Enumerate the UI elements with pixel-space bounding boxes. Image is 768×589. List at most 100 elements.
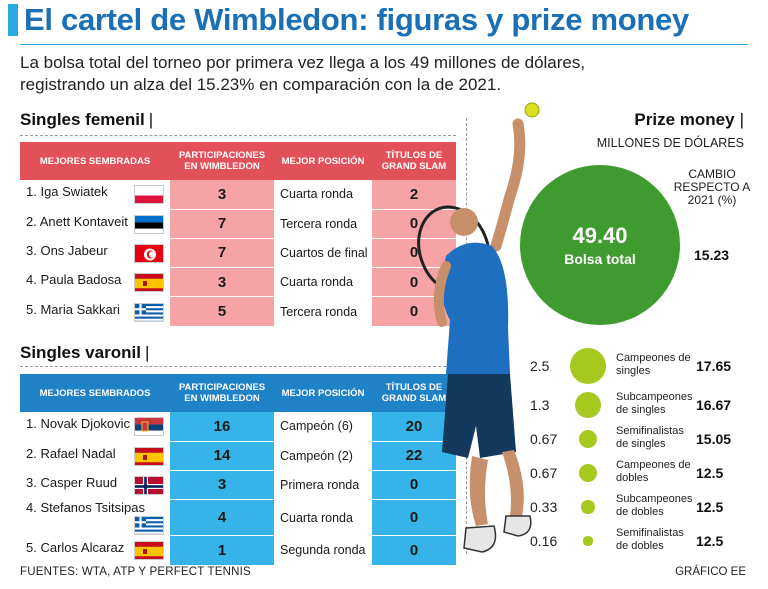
female-section-label: Singles femenil [20,110,145,129]
tennis-ball-icon [524,102,540,118]
table-row: 4. Paula Badosa 3 Cuarta ronda 0 [20,267,456,297]
table-row: 1. Iga Swiatek 3 Cuarta ronda 2 [20,180,456,210]
female-section-divider [20,135,456,136]
prize-item: 1.3 Subcampeones de singles 16.67 [530,391,752,419]
player-cell: 1. Novak Djokovic [20,412,170,442]
grand-slam-titles-cell: 20 [372,412,456,442]
prize-category-label: Subcampeones de dobles [616,493,693,518]
column-header: PARTICIPACIONES EN WIMBLEDON [170,374,274,412]
tunisia-flag-icon [134,243,164,263]
credit-footer: GRÁFICO EE [675,566,746,578]
player-name: 4. Paula Badosa [26,272,122,288]
serbia-flag-icon [134,417,164,437]
best-position-cell: Cuarta ronda [274,267,372,297]
player-name: 3. Ons Jabeur [26,242,108,258]
male-seeds-table: MEJORES SEMBRADOS PARTICIPACIONES EN WIM… [20,374,456,565]
table-header-row: MEJORES SEMBRADOS PARTICIPACIONES EN WIM… [20,374,456,412]
norway-flag-icon [134,475,164,495]
prize-size-circle [583,536,593,546]
prize-change-value: 12.5 [696,533,724,549]
grand-slam-titles-cell: 0 [372,237,456,268]
prize-size-circle [578,463,598,483]
best-position-cell: Segunda ronda [274,535,372,565]
player-name: 5. Maria Sakkari [26,301,120,317]
male-section-label: Singles varonil [20,343,141,362]
grand-slam-titles-cell: 0 [372,208,456,239]
table-row: 1. Novak Djokovic 16 Campeón (6) 20 [20,412,456,442]
table-row: 2. Rafael Nadal 14 Campeón (2) 22 [20,440,456,471]
prize-value: 1.3 [530,397,550,413]
change-column-header: CAMBIO RESPECTO A 2021 (%) [673,167,751,207]
prize-value: 2.5 [530,358,550,374]
player-cell: 1. Iga Swiatek [20,180,170,210]
table-header-row: MEJORES SEMBRADAS PARTICIPACIONES EN WIM… [20,142,456,180]
table-row: 2. Anett Kontaveit 7 Tercera ronda 0 [20,208,456,239]
player-name: 5. Carlos Alcaraz [26,540,125,556]
prize-change-value: 12.5 [696,465,724,481]
tennis-player-illustration [417,102,540,553]
player-cell: 4. Paula Badosa [20,267,170,297]
player-name: 1. Iga Swiatek [26,184,108,200]
player-cell: 5. Carlos Alcaraz [20,535,170,565]
table-row: 5. Maria Sakkari 5 Tercera ronda 0 [20,296,456,326]
player-cell: 3. Ons Jabeur [20,237,170,268]
greece-flag-icon [134,302,164,322]
prize-size-circle [570,348,606,384]
table-row: 3. Ons Jabeur 7 Cuartos de final 0 [20,237,456,268]
spain-flag-icon [134,446,164,466]
participations-cell: 1 [170,535,274,565]
best-position-cell: Campeón (6) [274,412,372,442]
prize-change-value: 17.65 [696,358,732,374]
participations-cell: 7 [170,208,274,239]
poland-flag-icon [134,185,164,205]
prize-money-separator: | [739,110,744,129]
prize-item: 2.5 Campeones de singles 17.65 [530,348,752,384]
greece-flag-icon [134,516,164,536]
best-position-cell: Cuarta ronda [274,499,372,536]
prize-size-circle [575,392,601,418]
player-name: 4. Stefanos Tsitsipas [26,500,145,516]
column-header: TÍTULOS DE GRAND SLAM [372,142,456,180]
participations-cell: 14 [170,440,274,471]
spain-flag-icon [134,541,164,561]
spain-flag-icon [134,273,164,293]
prize-size-circle [581,500,595,514]
grand-slam-titles-cell: 22 [372,440,456,471]
estonia-flag-icon [134,214,164,234]
participations-cell: 5 [170,296,274,326]
prize-change-value: 12.5 [696,499,724,515]
prize-category-label: Campeones de dobles [616,459,691,484]
player-cell: 4. Stefanos Tsitsipas [20,499,170,536]
player-cell: 2. Rafael Nadal [20,440,170,471]
player-name: 2. Rafael Nadal [26,445,116,461]
prize-category-label: Subcampeones de singles [616,391,693,416]
male-section-separator: | [144,343,150,362]
total-purse-value: 49.40 [572,223,628,248]
grand-slam-titles-cell: 0 [372,499,456,536]
female-seeds-table: MEJORES SEMBRADAS PARTICIPACIONES EN WIM… [20,142,456,326]
grand-slam-titles-cell: 2 [372,180,456,210]
prize-item: 0.16 Semifinalistas de dobles 12.5 [530,527,752,555]
column-header: MEJOR POSICIÓN [274,374,372,412]
player-cell: 5. Maria Sakkari [20,296,170,326]
sources-footer: FUENTES: WTA, ATP Y PERFECT TENNIS [20,566,251,578]
player-cell: 2. Anett Kontaveit [20,208,170,239]
column-header: MEJOR POSICIÓN [274,142,372,180]
participations-cell: 3 [170,469,274,500]
table-row: 4. Stefanos Tsitsipas 4 Cuarta ronda 0 [20,499,456,536]
prize-value: 0.33 [530,499,558,515]
prize-item: 0.33 Subcampeones de dobles 12.5 [530,493,752,521]
player-name: 2. Anett Kontaveit [26,213,128,229]
best-position-cell: Cuartos de final [274,237,372,268]
column-header: MEJORES SEMBRADAS [20,142,170,180]
prize-change-value: 15.05 [696,431,732,447]
prize-value: 0.67 [530,431,558,447]
prize-category-label: Semifinalistas de dobles [616,527,684,552]
best-position-cell: Campeón (2) [274,440,372,471]
column-header: MEJORES SEMBRADOS [20,374,170,412]
prize-money-label: Prize money [634,110,735,129]
prize-category-label: Semifinalistas de singles [616,425,684,450]
prize-item: 0.67 Semifinalistas de singles 15.05 [530,425,752,453]
male-section-title: Singles varonil | [20,343,149,363]
grand-slam-titles-cell: 0 [372,469,456,500]
